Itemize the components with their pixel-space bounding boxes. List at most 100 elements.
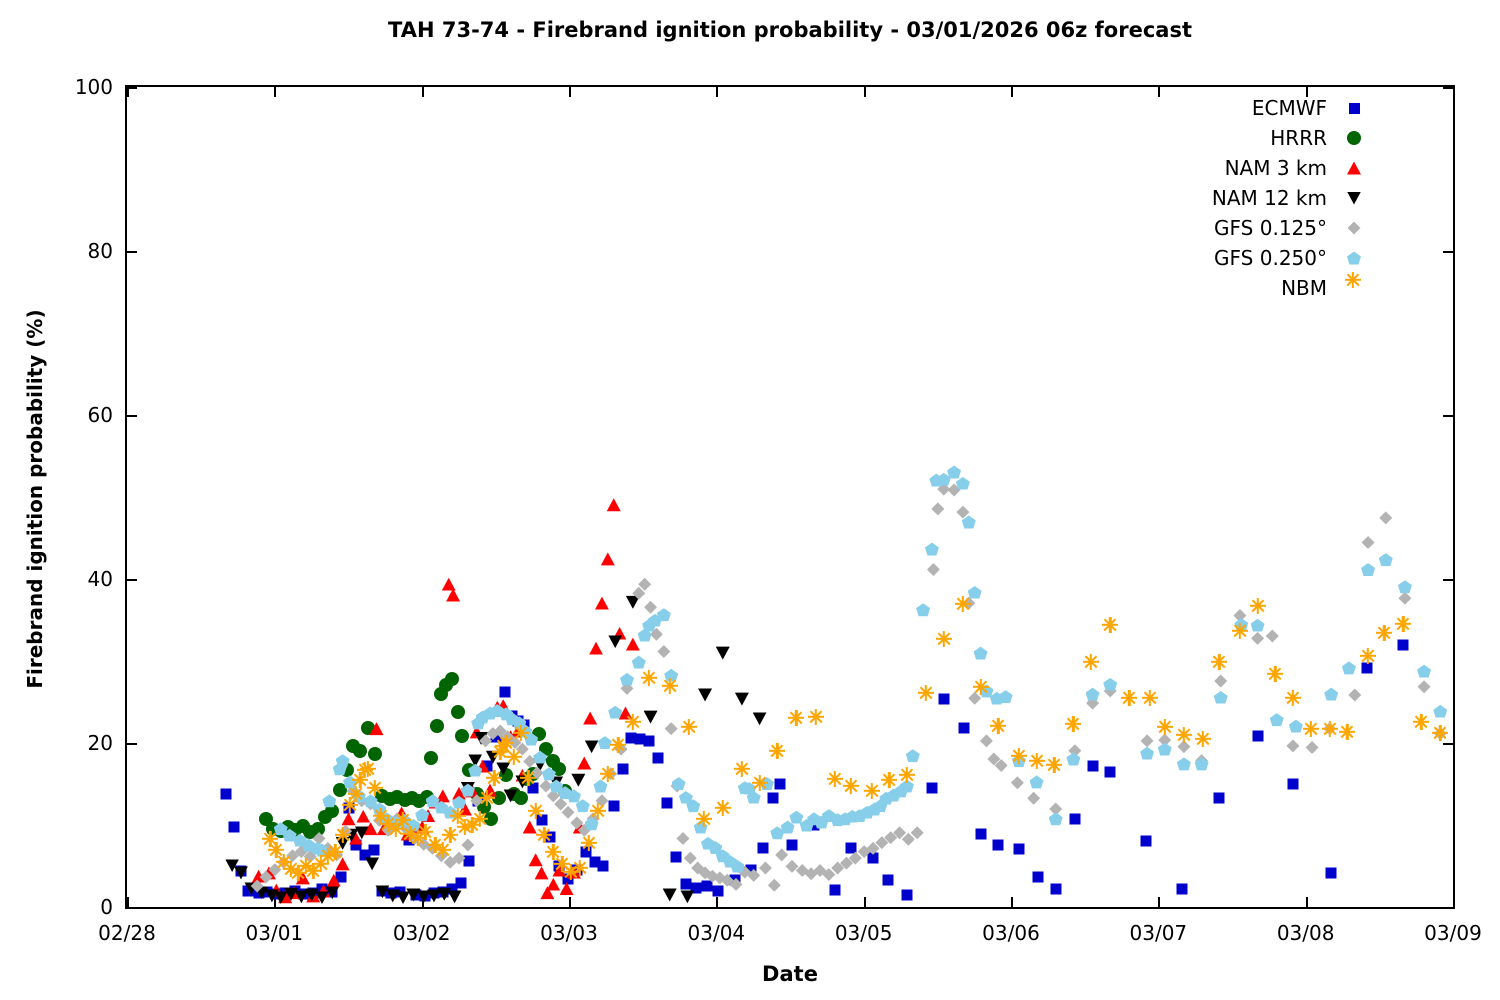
point-gfs250 <box>1085 687 1100 701</box>
legend-label-ecmwf: ECMWF <box>1251 96 1327 120</box>
point-nbm <box>1010 747 1027 764</box>
point-ecmwf <box>774 778 786 790</box>
point-nbm <box>807 709 824 726</box>
point-nam3 <box>583 711 598 725</box>
x-tick-mark <box>274 897 277 907</box>
point-nbm <box>434 841 451 858</box>
point-nam12 <box>584 740 599 754</box>
point-ecmwf <box>867 852 879 864</box>
point-nam12 <box>365 857 380 871</box>
point-nbm <box>1267 666 1284 683</box>
point-gfs250 <box>322 794 337 808</box>
point-gfs125 <box>1265 629 1279 643</box>
point-nam3 <box>522 820 537 834</box>
point-ecmwf <box>670 851 682 863</box>
legend-label-nam12: NAM 12 km <box>1211 186 1327 210</box>
point-gfs125 <box>866 841 880 855</box>
point-nbm <box>268 841 285 858</box>
point-nbm <box>1065 715 1082 732</box>
point-gfs250 <box>955 476 970 490</box>
point-nbm <box>990 718 1007 735</box>
point-gfs250 <box>593 779 608 793</box>
point-gfs125 <box>1177 740 1191 754</box>
point-gfs250 <box>460 783 475 797</box>
point-nbm <box>297 858 314 875</box>
point-gfs250 <box>1213 690 1228 704</box>
point-gfs250 <box>452 795 467 809</box>
point-nbm <box>352 772 369 789</box>
legend-marker-nam12-icon <box>1327 183 1381 213</box>
point-gfs250 <box>468 763 483 777</box>
point-nbm <box>520 769 537 786</box>
legend-label-nam3: NAM 3 km <box>1224 156 1327 180</box>
point-gfs125 <box>683 851 697 865</box>
point-nbm <box>492 744 509 761</box>
point-nbm <box>610 737 627 753</box>
point-hrrr <box>259 811 274 826</box>
point-hrrr <box>353 743 368 758</box>
point-gfs250 <box>512 716 527 730</box>
point-gfs250 <box>671 777 686 791</box>
x-tick-mark <box>274 87 277 97</box>
point-ecmwf <box>1140 835 1152 847</box>
legend: ECMWF HRRR NAM 3 km NAM 12 km GFS 0.125° GFS … <box>1212 93 1381 303</box>
point-nbm <box>1376 625 1393 642</box>
x-tick-mark <box>1158 897 1161 907</box>
point-ecmwf <box>680 878 692 890</box>
x-tick-mark <box>716 87 719 97</box>
point-ecmwf <box>368 844 380 856</box>
y-tick-label: 0 <box>100 895 113 919</box>
x-tick-mark <box>863 87 866 97</box>
point-ecmwf <box>845 842 857 854</box>
point-ecmwf <box>359 849 371 861</box>
point-nam3 <box>441 577 456 591</box>
point-gfs250 <box>335 754 350 768</box>
point-gfs125 <box>539 779 553 793</box>
x-tick-mark <box>1453 897 1455 907</box>
legend-row-nam12: NAM 12 km <box>1212 183 1381 213</box>
point-ecmwf <box>608 800 620 812</box>
point-gfs250 <box>686 799 701 813</box>
point-nbm <box>1413 714 1430 731</box>
point-nam12 <box>608 635 623 649</box>
x-tick-mark <box>863 897 866 907</box>
point-nbm <box>826 770 843 787</box>
point-gfs125 <box>1010 776 1024 790</box>
point-nbm <box>1102 617 1119 634</box>
point-gfs250 <box>549 779 564 793</box>
point-ecmwf <box>527 782 539 794</box>
point-ecmwf <box>767 792 779 804</box>
y-tick-mark <box>1443 415 1453 417</box>
point-nam3 <box>625 637 640 651</box>
legend-row-nbm: NBM <box>1212 272 1381 303</box>
y-tick-mark <box>127 415 137 417</box>
point-ecmwf <box>745 864 757 876</box>
point-ecmwf <box>808 819 820 831</box>
point-ecmwf <box>938 693 950 705</box>
legend-marker-gfs125-icon <box>1327 213 1381 243</box>
legend-marker-hrrr-icon <box>1327 123 1381 153</box>
point-nbm <box>1231 623 1248 640</box>
point-ecmwf <box>652 752 664 764</box>
point-gfs125 <box>1348 688 1362 702</box>
point-nbm <box>372 807 389 824</box>
point-nbm <box>409 830 426 847</box>
point-nam3 <box>600 552 615 566</box>
legend-label-gfs250: GFS 0.250° <box>1214 246 1327 270</box>
point-nbm <box>283 860 300 877</box>
point-ecmwf <box>661 797 673 809</box>
point-gfs125 <box>729 877 743 891</box>
point-gfs250 <box>905 749 920 763</box>
point-nbm <box>327 843 344 860</box>
point-ecmwf <box>992 839 1004 851</box>
point-nbm <box>954 595 971 612</box>
point-nbm <box>498 734 515 751</box>
point-gfs125 <box>546 789 560 803</box>
point-gfs250 <box>566 789 581 803</box>
point-ecmwf <box>1069 813 1081 825</box>
point-nbm <box>275 854 292 871</box>
point-gfs250 <box>708 841 723 854</box>
point-nbm <box>571 860 588 876</box>
point-ecmwf <box>499 686 511 698</box>
point-nbm <box>751 774 768 791</box>
